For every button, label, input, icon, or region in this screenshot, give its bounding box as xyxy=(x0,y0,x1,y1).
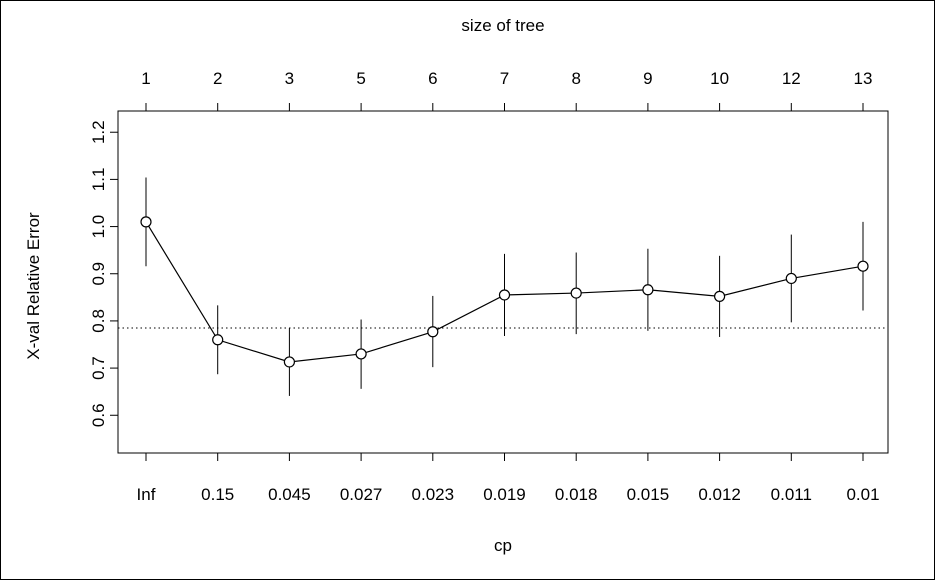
y-tick-label: 1.2 xyxy=(89,120,108,144)
top-tick-label: 5 xyxy=(356,69,365,88)
data-point xyxy=(642,284,654,296)
plot-box xyxy=(117,110,889,454)
x-tick-label: 0.023 xyxy=(412,485,455,504)
top-tick-label: 12 xyxy=(782,69,801,88)
x-tick-label: 0.01 xyxy=(846,485,879,504)
y-tick-label: 1.0 xyxy=(89,215,108,239)
top-tick-label: 3 xyxy=(285,69,294,88)
x-tick-label: 0.15 xyxy=(201,485,234,504)
data-point xyxy=(498,289,511,301)
data-point xyxy=(713,290,726,302)
y-axis-title: X-val Relative Error xyxy=(24,212,43,360)
y-tick-label: 1.1 xyxy=(89,168,108,192)
x-tick-label: 0.045 xyxy=(268,485,311,504)
top-tick-label: 2 xyxy=(213,69,222,88)
top-tick-label: 6 xyxy=(428,69,437,88)
data-point xyxy=(355,348,367,360)
x-tick-label: 0.019 xyxy=(483,485,526,504)
data-point xyxy=(570,287,582,299)
data-point xyxy=(283,356,295,368)
data-point xyxy=(857,260,869,272)
top-tick-label: 8 xyxy=(571,69,580,88)
top-tick-label: 1 xyxy=(141,69,150,88)
x-tick-label: Inf xyxy=(137,485,156,504)
marks-group xyxy=(118,177,888,396)
x-tick-label: 0.018 xyxy=(555,485,598,504)
top-tick-label: 10 xyxy=(710,69,729,88)
data-point xyxy=(212,334,224,346)
data-point xyxy=(140,216,152,228)
x-tick-label: 0.015 xyxy=(627,485,670,504)
x-tick-label: 0.011 xyxy=(771,485,812,504)
top-axis-title: size of tree xyxy=(461,16,544,35)
x-tick-label: 0.027 xyxy=(340,485,383,504)
data-point xyxy=(785,272,797,285)
y-tick-label: 0.9 xyxy=(89,262,108,286)
y-tick-label: 0.8 xyxy=(89,309,108,333)
y-tick-label: 0.7 xyxy=(89,356,108,380)
top-tick-label: 9 xyxy=(643,69,652,88)
top-tick-label: 7 xyxy=(500,69,509,88)
data-point xyxy=(427,326,439,338)
axes-group: Inf 0.15 0.045 0.027 0.023 0.019 0.018 0.015 0.0… xyxy=(89,69,889,504)
y-tick-label: 0.6 xyxy=(89,403,108,427)
x-axis-title: cp xyxy=(494,536,512,555)
top-tick-label: 13 xyxy=(854,69,873,88)
x-tick-label: 0.012 xyxy=(698,485,741,504)
